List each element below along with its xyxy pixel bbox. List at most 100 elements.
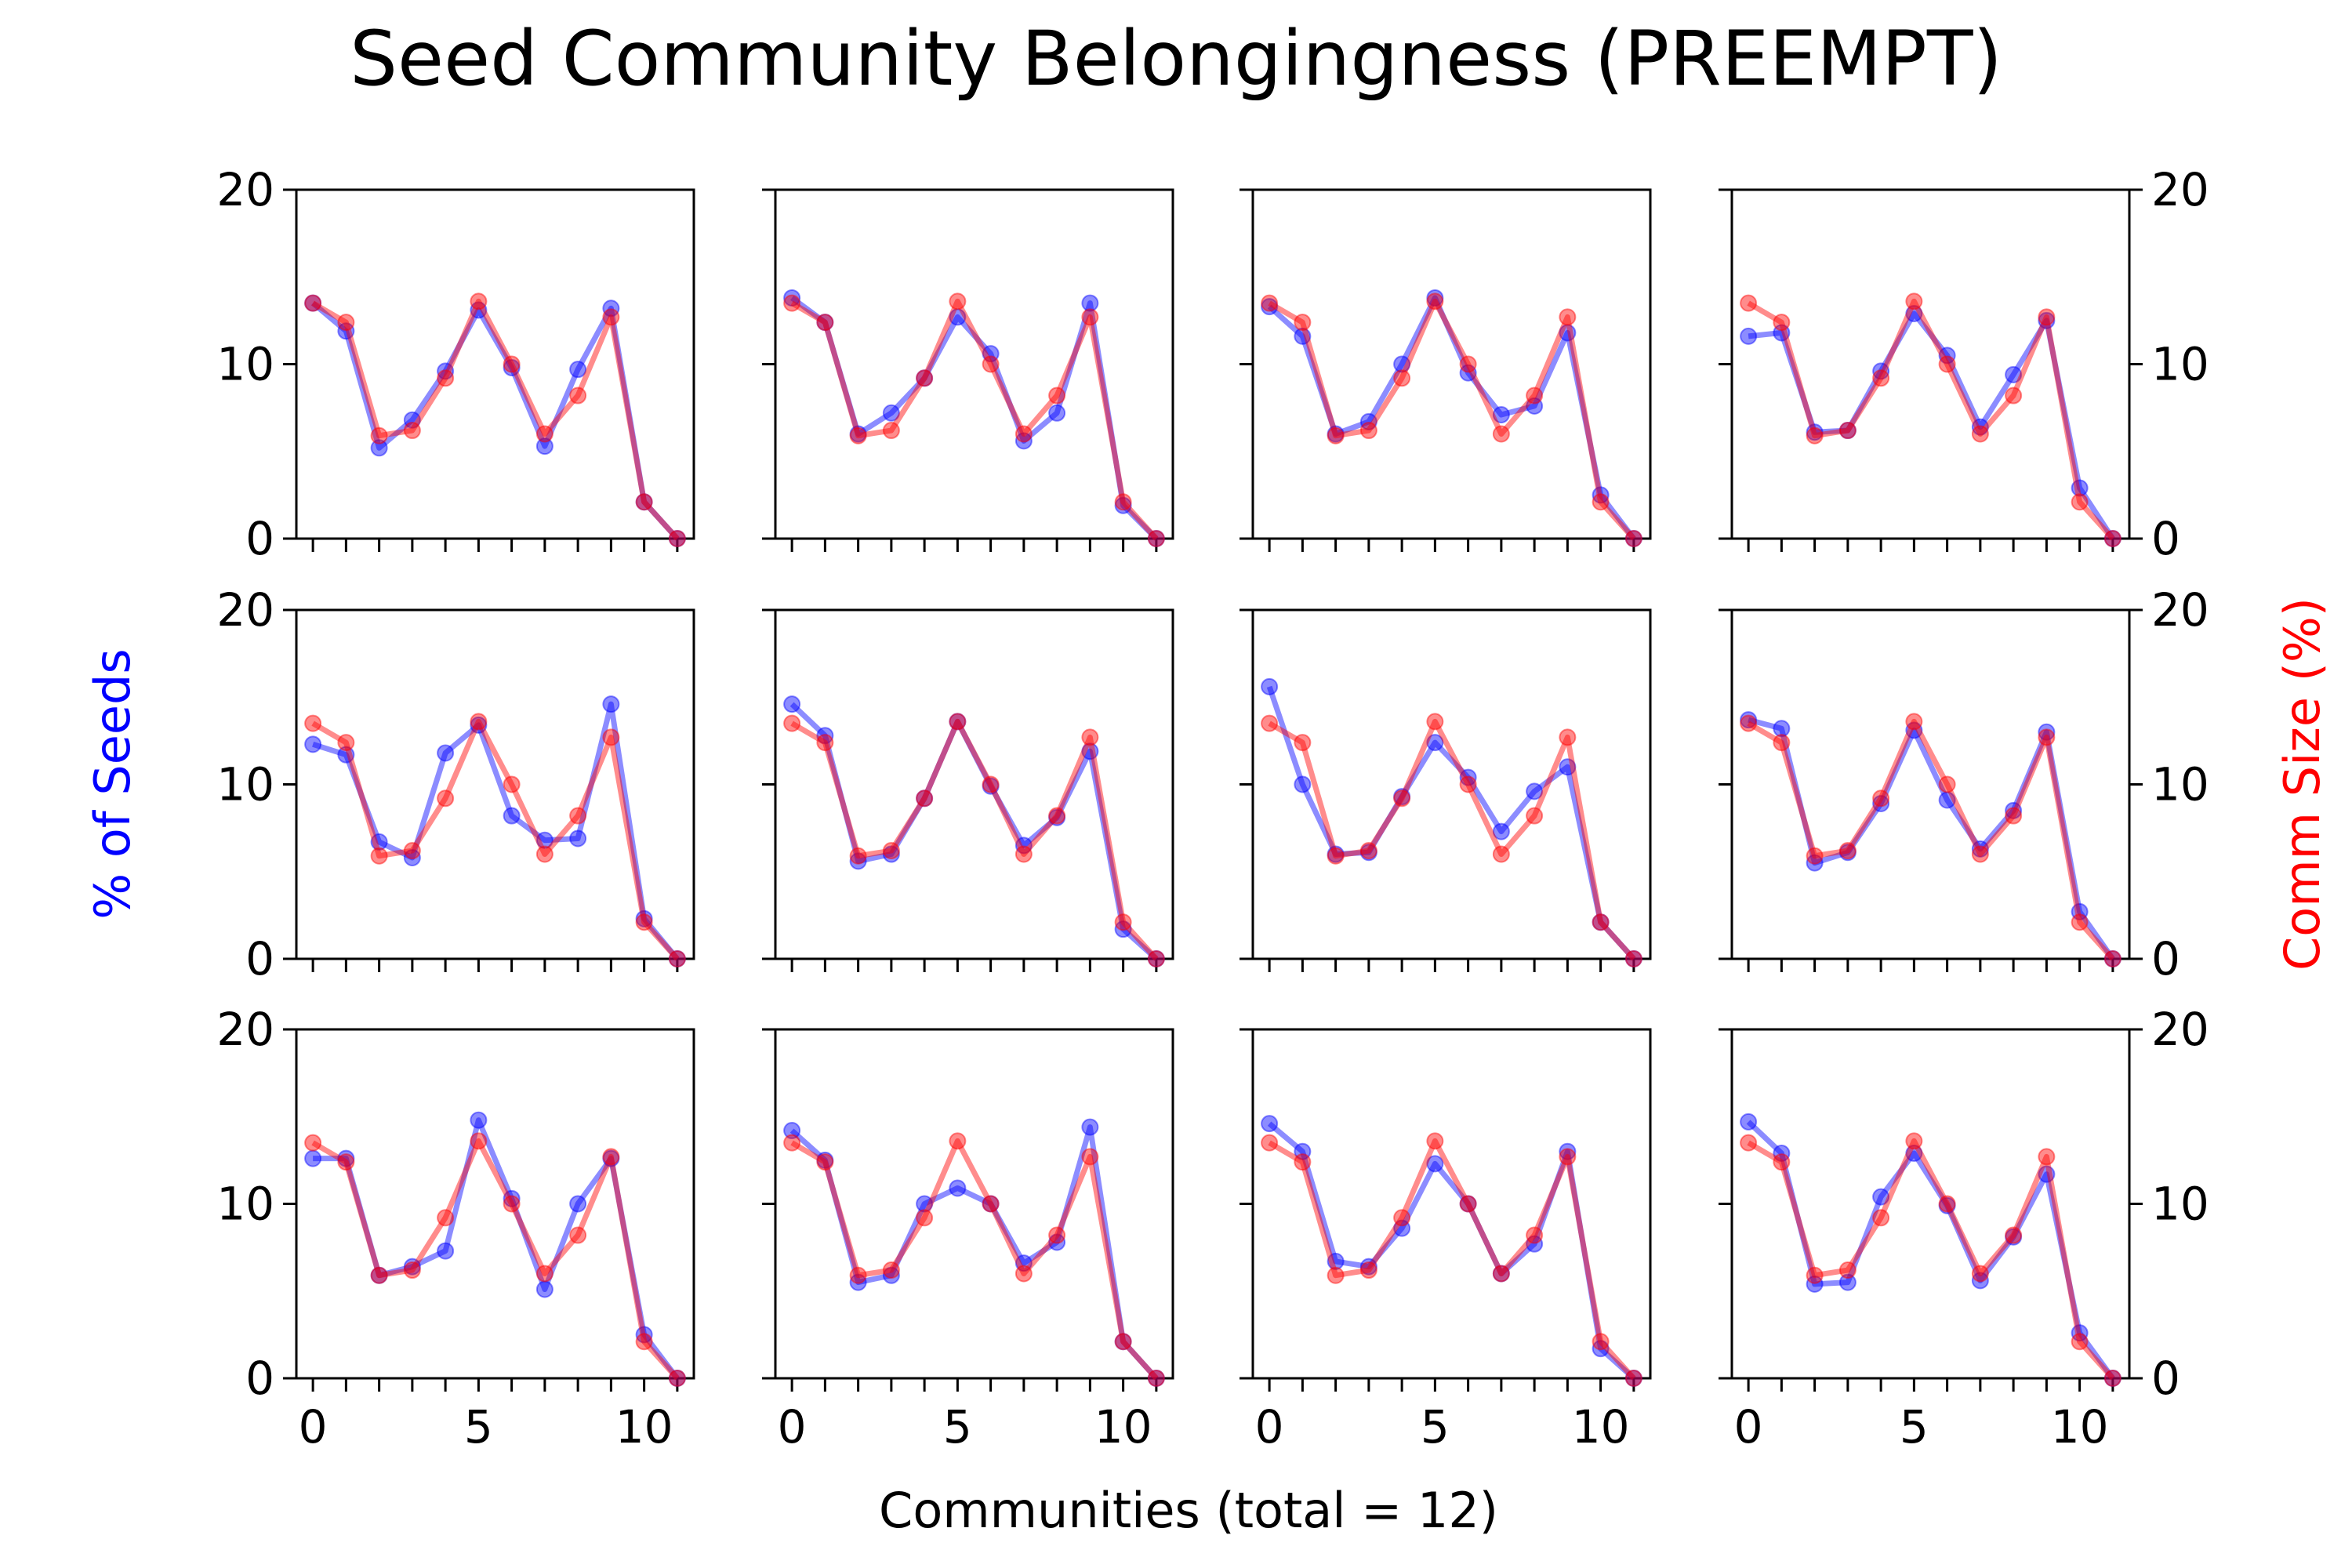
panel-6 bbox=[762, 608, 1174, 972]
panel-5: 0 10 20 bbox=[216, 583, 695, 985]
seeds-point bbox=[1773, 1144, 1791, 1162]
seeds-point bbox=[849, 425, 867, 443]
seeds-point bbox=[1327, 1252, 1345, 1270]
seeds-point bbox=[437, 744, 455, 762]
comm-size-point bbox=[1393, 369, 1411, 387]
comm-size-point bbox=[1114, 493, 1132, 511]
comm-size-point bbox=[304, 1134, 322, 1152]
seeds-point bbox=[2038, 723, 2056, 741]
seeds-point bbox=[668, 950, 686, 967]
seeds-point bbox=[1459, 768, 1477, 786]
right-y-axis-label: Comm Size (%) bbox=[2274, 597, 2331, 971]
seeds-point bbox=[1971, 1272, 1989, 1290]
seeds-point bbox=[2005, 801, 2023, 819]
comm-size-point bbox=[1559, 1148, 1577, 1166]
seeds-point bbox=[1294, 327, 1312, 345]
comm-size-point bbox=[1624, 950, 1642, 967]
comm-size-line bbox=[311, 718, 680, 961]
seeds-point bbox=[2071, 1324, 2089, 1342]
seeds-point bbox=[1492, 406, 1510, 424]
comm-size-point bbox=[635, 913, 653, 931]
x-tick-label: 5 bbox=[943, 1400, 972, 1454]
seeds-point bbox=[503, 1189, 521, 1207]
comm-size-line bbox=[311, 298, 680, 541]
seeds-line bbox=[1748, 310, 2115, 540]
comm-size-point bbox=[569, 387, 587, 405]
comm-size-point bbox=[403, 842, 421, 860]
comm-size-point bbox=[668, 530, 686, 547]
comm-size-point bbox=[535, 845, 554, 863]
x-tick-label: 5 bbox=[1900, 1400, 1929, 1454]
comm-size-point bbox=[1872, 1209, 1890, 1227]
comm-size-point bbox=[337, 314, 355, 332]
comm-size-point bbox=[1327, 1266, 1345, 1284]
comm-size-point bbox=[403, 1261, 421, 1279]
seeds-point bbox=[1592, 1340, 1610, 1358]
seeds-point bbox=[1806, 854, 1824, 872]
seeds-point bbox=[635, 493, 653, 511]
comm-size-point bbox=[849, 847, 867, 865]
seeds-point bbox=[535, 1280, 554, 1298]
seeds-point bbox=[1114, 496, 1132, 514]
seeds-line bbox=[1748, 717, 2115, 961]
seeds-point bbox=[1359, 412, 1377, 430]
comm-size-point bbox=[1114, 913, 1132, 931]
comm-size-point bbox=[949, 1132, 967, 1150]
comm-size-point bbox=[1971, 1265, 1989, 1283]
seeds-point bbox=[503, 807, 521, 825]
comm-size-point bbox=[1806, 847, 1824, 865]
seeds-point bbox=[304, 735, 322, 753]
seeds-point bbox=[569, 829, 587, 848]
y-tick-label-right: 10 bbox=[2151, 758, 2209, 811]
comm-size-point bbox=[1081, 1148, 1099, 1166]
comm-size-point bbox=[1014, 425, 1033, 443]
seeds-point bbox=[1838, 844, 1857, 862]
y-tick-label: 0 bbox=[245, 512, 274, 565]
comm-size-point bbox=[982, 1195, 1000, 1213]
comm-size-point bbox=[437, 369, 455, 387]
seeds-line bbox=[789, 1124, 1159, 1381]
comm-size-point bbox=[1592, 913, 1610, 931]
seeds-point bbox=[1971, 418, 1989, 436]
seeds-point bbox=[2103, 1370, 2122, 1387]
comm-size-point bbox=[2038, 728, 2056, 746]
seeds-point bbox=[882, 404, 900, 422]
seeds-point bbox=[1459, 1195, 1477, 1213]
comm-size-point bbox=[470, 713, 488, 731]
seeds-point bbox=[602, 299, 620, 318]
seeds-line bbox=[1266, 685, 1636, 961]
comm-size-point bbox=[1048, 1226, 1066, 1244]
seeds-point bbox=[2103, 530, 2122, 547]
comm-size-point bbox=[882, 1261, 900, 1279]
y-tick-label: 10 bbox=[216, 338, 274, 391]
comm-size-point bbox=[1014, 845, 1033, 863]
comm-size-line bbox=[790, 298, 1159, 541]
seeds-point bbox=[1327, 845, 1345, 863]
seeds-point bbox=[1014, 432, 1033, 450]
seeds-point bbox=[1806, 1275, 1824, 1293]
seeds-point bbox=[982, 1195, 1000, 1213]
seeds-point bbox=[1459, 364, 1477, 382]
seeds-point bbox=[1740, 327, 1758, 345]
comm-size-point bbox=[2103, 530, 2122, 547]
comm-size-point bbox=[1147, 530, 1165, 547]
seeds-point bbox=[668, 1370, 686, 1387]
comm-size-point bbox=[783, 1134, 801, 1152]
comm-size-line bbox=[1747, 1138, 2115, 1381]
x-tick-label: 0 bbox=[778, 1400, 807, 1454]
comm-size-point bbox=[1294, 314, 1312, 332]
seeds-point bbox=[1048, 404, 1066, 422]
comm-size-line bbox=[790, 718, 1159, 961]
x-tick-label: 5 bbox=[464, 1400, 493, 1454]
comm-size-point bbox=[916, 1209, 934, 1227]
seeds-point bbox=[1081, 742, 1099, 760]
comm-size-point bbox=[1081, 308, 1099, 326]
seeds-point bbox=[1740, 711, 1758, 729]
comm-size-point bbox=[1526, 387, 1544, 405]
comm-size-point bbox=[668, 1370, 686, 1387]
seeds-point bbox=[816, 314, 834, 332]
seeds-point bbox=[1294, 775, 1312, 793]
seeds-point bbox=[1905, 721, 1923, 739]
comm-size-point bbox=[1773, 314, 1791, 332]
